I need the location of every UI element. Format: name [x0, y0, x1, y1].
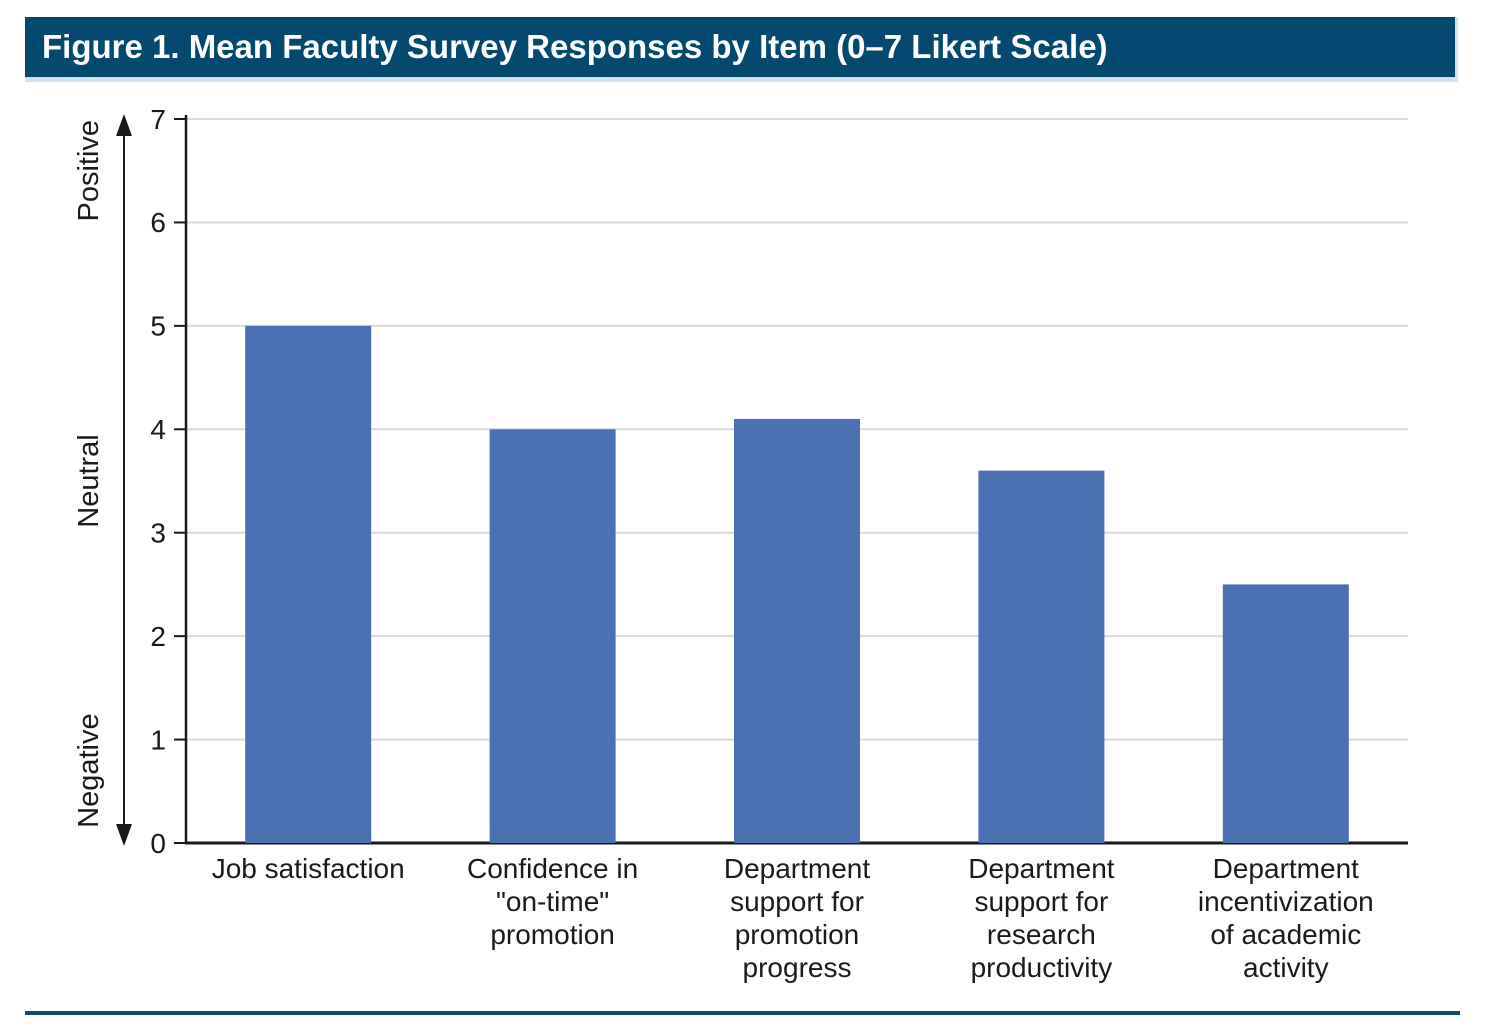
bar-department-support-for-research-productivity: [978, 470, 1105, 843]
y-tick-label-5: 5: [150, 311, 166, 342]
y-tick-label-7: 7: [150, 104, 166, 135]
bar-department-incentivization-of-academic-activity: [1222, 584, 1349, 843]
axis-annotation-neutral: Neutral: [73, 434, 105, 528]
y-tick-label-1: 1: [150, 724, 166, 755]
y-tick-label-6: 6: [150, 207, 166, 238]
y-tick-label-4: 4: [150, 414, 166, 445]
figure-title-bar: Figure 1. Mean Faculty Survey Responses …: [25, 17, 1458, 82]
x-label-department-support-for-promotion-progress: Department support for promotion progress: [724, 853, 871, 983]
x-label-job-satisfaction: Job satisfaction: [212, 853, 405, 884]
x-label-department-support-for-research-productivity: Department support for research productivit…: [968, 853, 1115, 983]
y-tick-label-0: 0: [150, 828, 166, 859]
arrow-down-icon: [116, 824, 132, 846]
bar-job-satisfaction: [245, 325, 372, 843]
y-tick-label-3: 3: [150, 518, 166, 549]
figure-title: Figure 1. Mean Faculty Survey Responses …: [42, 28, 1108, 65]
y-tick-label-2: 2: [150, 621, 166, 652]
x-label-department-incentivization-of-academic-activity: Department incentivization of academic acti…: [1198, 853, 1374, 983]
bar-confidence-in-on-time-promotion: [489, 429, 616, 843]
bar-department-support-for-promotion-progress: [734, 418, 860, 843]
axis-annotation-negative: Negative: [73, 713, 105, 827]
axis-annotation-positive: Positive: [73, 120, 105, 222]
arrow-up-icon: [116, 114, 132, 136]
bottom-rule: [25, 1011, 1460, 1015]
x-label-confidence-in-on-time-promotion: Confidence in "on-time" promotion: [467, 853, 638, 950]
